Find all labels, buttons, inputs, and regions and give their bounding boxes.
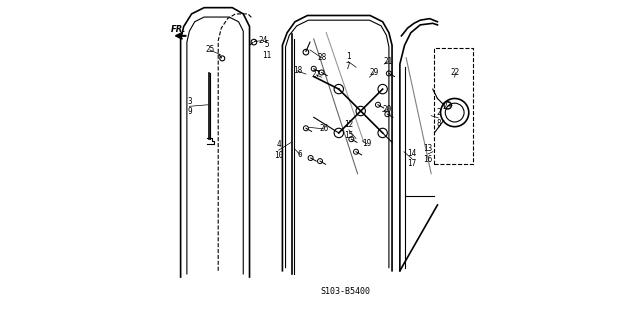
Text: FR.: FR. [170, 25, 186, 34]
Text: 2
8: 2 8 [436, 108, 441, 128]
Text: 12
15: 12 15 [344, 120, 353, 139]
Text: 27: 27 [312, 70, 321, 80]
Text: 20: 20 [383, 105, 392, 114]
Text: 14
17: 14 17 [407, 149, 417, 168]
Text: S103-B5400: S103-B5400 [320, 287, 370, 296]
Text: 5
11: 5 11 [262, 40, 271, 60]
Text: 3
9: 3 9 [187, 97, 192, 116]
Text: 21: 21 [383, 57, 393, 66]
Text: 22: 22 [451, 68, 460, 77]
Text: 1
7: 1 7 [346, 52, 351, 71]
Text: 29: 29 [369, 68, 378, 77]
Text: 25: 25 [205, 46, 214, 54]
Text: 24: 24 [259, 36, 268, 45]
Text: 26: 26 [319, 125, 328, 133]
Text: 4
10: 4 10 [274, 141, 284, 160]
Text: 18: 18 [293, 66, 302, 76]
Text: 28: 28 [317, 53, 326, 62]
Text: 6: 6 [298, 150, 303, 159]
Text: 19: 19 [362, 139, 372, 149]
Text: 13
16: 13 16 [424, 144, 433, 164]
Text: 23: 23 [442, 102, 452, 111]
